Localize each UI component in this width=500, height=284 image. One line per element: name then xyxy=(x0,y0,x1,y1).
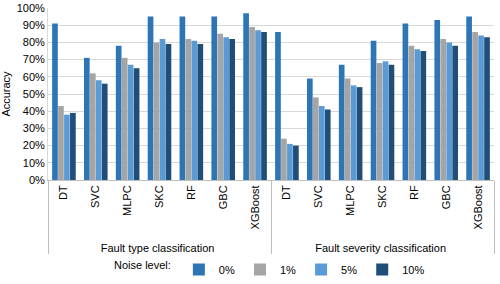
svg-text:0%: 0% xyxy=(29,174,45,186)
svg-text:Fault type classification: Fault type classification xyxy=(101,242,215,254)
svg-text:20%: 20% xyxy=(23,139,45,151)
svg-text:30%: 30% xyxy=(23,122,45,134)
svg-text:RF: RF xyxy=(408,185,420,200)
svg-text:MLPC: MLPC xyxy=(121,185,133,216)
svg-text:40%: 40% xyxy=(23,105,45,117)
svg-text:Fault severity classification: Fault severity classification xyxy=(315,242,446,254)
svg-text:5%: 5% xyxy=(341,264,357,276)
svg-text:XGBoost: XGBoost xyxy=(249,185,261,229)
svg-text:80%: 80% xyxy=(23,36,45,48)
svg-text:SKC: SKC xyxy=(376,185,388,208)
svg-text:XGBoost: XGBoost xyxy=(472,185,484,229)
svg-text:SVC: SVC xyxy=(312,185,324,208)
svg-text:0%: 0% xyxy=(219,264,235,276)
svg-text:50%: 50% xyxy=(23,88,45,100)
svg-text:1%: 1% xyxy=(280,264,296,276)
svg-text:GBC: GBC xyxy=(217,185,229,209)
svg-text:70%: 70% xyxy=(23,53,45,65)
svg-text:RF: RF xyxy=(185,185,197,200)
svg-text:Accuracy: Accuracy xyxy=(0,71,12,117)
svg-text:60%: 60% xyxy=(23,71,45,83)
svg-text:GBC: GBC xyxy=(440,185,452,209)
svg-text:100%: 100% xyxy=(17,2,45,14)
svg-text:SVC: SVC xyxy=(89,185,101,208)
svg-text:90%: 90% xyxy=(23,19,45,31)
svg-text:10%: 10% xyxy=(402,264,424,276)
svg-text:DT: DT xyxy=(58,185,70,200)
svg-text:10%: 10% xyxy=(23,157,45,169)
svg-text:Noise level:: Noise level: xyxy=(114,259,171,271)
svg-text:SKC: SKC xyxy=(153,185,165,208)
svg-text:DT: DT xyxy=(281,185,293,200)
svg-text:MLPC: MLPC xyxy=(344,185,356,216)
